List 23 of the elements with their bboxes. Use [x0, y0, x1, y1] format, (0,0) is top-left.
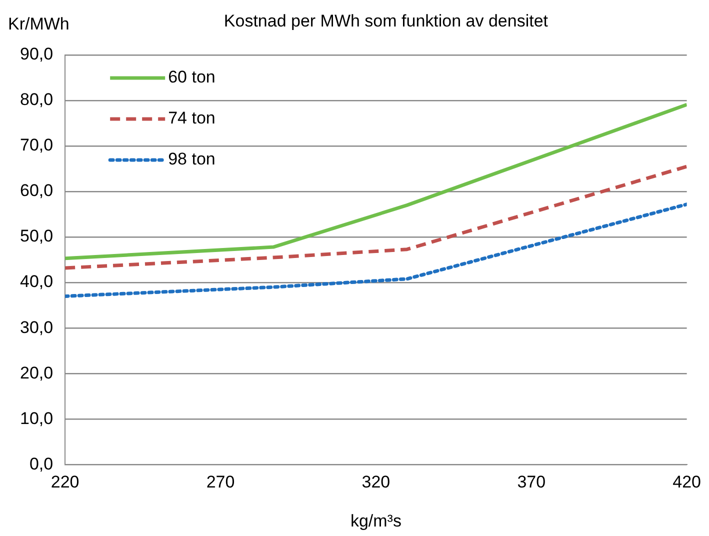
- y-tick-label: 70,0: [20, 136, 54, 155]
- y-tick-label: 30,0: [20, 318, 54, 337]
- y-tick-label: 10,0: [20, 408, 54, 428]
- legend-label: 98 ton: [168, 150, 216, 169]
- x-tick-label: 270: [206, 472, 235, 492]
- legend-label: 60 ton: [168, 68, 216, 87]
- y-axis-title: Kr/MWh: [8, 14, 70, 34]
- line-series: [65, 164, 687, 270]
- y-tick-label: 40,0: [20, 272, 54, 292]
- x-tick-label: 420: [672, 472, 702, 492]
- x-axis-title: kg/m³s: [350, 512, 402, 531]
- y-tick-label: 90,0: [20, 44, 54, 64]
- legend-label: 74 ton: [168, 108, 216, 128]
- y-tick-label: 80,0: [20, 90, 54, 110]
- x-tick-label: 370: [517, 472, 546, 492]
- line-series: [65, 202, 687, 298]
- chart-title: Kostnad per MWh som funktion av densitet: [224, 12, 548, 31]
- y-tick-label: 20,0: [20, 363, 54, 382]
- y-tick-label: 60,0: [20, 181, 54, 200]
- y-tick-label: 50,0: [20, 226, 54, 246]
- x-tick-label: 320: [362, 472, 390, 492]
- x-tick-label: 220: [50, 472, 80, 492]
- y-tick-label: 0,0: [29, 454, 54, 474]
